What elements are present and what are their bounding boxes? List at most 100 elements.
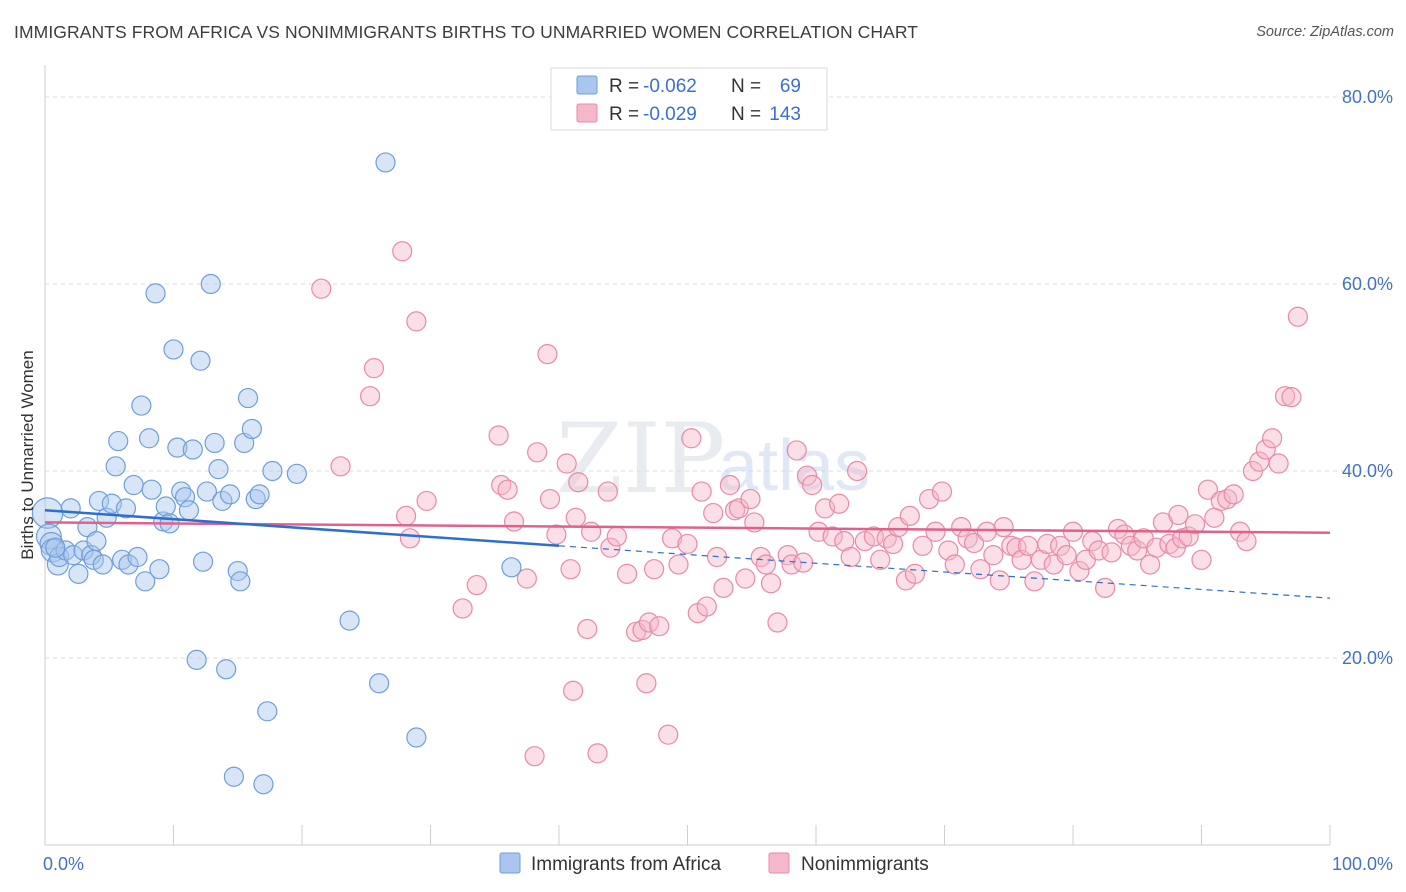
nonimmigrants-point [681,428,702,449]
x-tick-labels: 0.0% 100.0% [43,854,1393,874]
nonimmigrants-point [1204,507,1225,528]
africa-point [68,563,89,584]
africa-point [196,481,218,502]
africa-trend-extension [558,545,1331,599]
africa-point [219,484,241,505]
africa-point [88,490,110,512]
africa-point [167,437,188,458]
series-legend-swatch-blue [499,852,521,874]
africa-point [35,523,62,550]
legend-r-value: -0.029 [643,104,697,125]
nonimmigrants-point [677,533,698,555]
africa-point [63,545,84,566]
y-tick-label: 60.0% [1342,274,1393,294]
x-tick-label-min: 0.0% [43,854,84,874]
series-legend-africa: Immigrants from Africa [531,854,721,875]
nonimmigrants-point [452,598,473,619]
nonimmigrants-point [719,474,741,496]
africa-point [223,766,244,787]
y-tick-label: 80.0% [1342,87,1393,107]
nonimmigrants-point [311,278,332,299]
nonimmigrants-point [713,577,734,598]
nonimmigrants-point [563,680,584,701]
africa-point [174,487,196,508]
nonimmigrants-point [638,612,660,633]
africa-point [249,484,270,505]
africa-point [138,428,160,449]
nonimmigrants-point [565,507,586,528]
nonimmigrants-point [840,546,861,568]
nonimmigrants-point [527,442,548,463]
chart-title: IMMIGRANTS FROM AFRICA VS NONIMMIGRANTS … [14,22,919,42]
nonimmigrants-point [854,531,875,552]
nonimmigrants-point [392,241,413,262]
nonimmigrants-point [970,559,991,580]
africa-point [155,496,176,517]
africa-point [105,456,126,477]
nonimmigrants-point [617,563,638,584]
africa-point [182,439,203,460]
nonimmigrants-point [1088,540,1109,561]
nonimmigrants-point [649,616,670,637]
africa-point [286,463,307,484]
nonimmigrants-point [606,526,627,547]
legend-swatch-blue [576,75,598,95]
nonimmigrants-point [912,535,933,556]
watermark-atlas: atlas [718,426,870,506]
y-tick-label: 20.0% [1342,648,1393,668]
nonimmigrants-point [587,743,608,764]
legend-n-value: 69 [780,76,801,97]
nonimmigrants-point [822,526,843,547]
nonimmigrants-point [944,554,965,575]
nonimmigrants-point [755,554,776,575]
nonimmigrants-point [1139,554,1161,575]
nonimmigrants-point [740,488,761,510]
nonimmigrants-point [796,465,818,486]
legend-r-value: -0.062 [643,76,697,97]
nonimmigrants-point [1255,439,1276,460]
nonimmigrants-point [899,505,920,526]
nonimmigrants-point [581,521,602,542]
nonimmigrants-point [989,570,1010,591]
africa-point [257,701,278,722]
africa-point [237,387,259,409]
africa-point [369,673,390,694]
africa-point [339,610,360,631]
nonimmigrants-point [524,746,545,767]
nonimmigrants-point [1127,540,1148,561]
nonimmigrants-point [963,532,985,554]
series-legend-swatch-pink [768,852,790,874]
nonimmigrants-point [863,526,884,547]
africa-point [135,571,156,592]
nonimmigrants-point [1281,387,1302,408]
nonimmigrants-point [786,440,807,461]
nonimmigrants-point [488,425,509,446]
nonimmigrants-point [882,533,904,555]
nonimmigrants-point [503,511,525,532]
trend-lines [44,509,1331,599]
nonimmigrants-point [1095,577,1116,598]
africa-point [241,418,262,440]
nonimmigrants-point [1274,386,1296,407]
africa-point [45,537,66,558]
series-legend: Immigrants from Africa Nonimmigrants [499,852,929,875]
africa-point [92,554,113,575]
legend-r-label: R = [609,104,639,125]
nonimmigrants-point [560,559,581,580]
nonimmigrants-point [597,481,618,502]
africa-point [163,339,184,360]
africa-point [230,571,251,592]
legend-n-value: 143 [769,104,801,125]
nonimmigrants-point [1056,545,1077,566]
nonimmigrants-points [311,241,1308,767]
nonimmigrants-point [847,460,868,482]
nonimmigrants-point [1197,479,1219,500]
africa-point [131,395,152,416]
nonimmigrants-point [1191,549,1212,570]
africa-point [192,551,214,572]
y-tick-label: 40.0% [1342,461,1393,481]
nonimmigrants-point [696,596,717,617]
nonimmigrants-point [395,505,417,526]
africa-point [108,430,129,452]
